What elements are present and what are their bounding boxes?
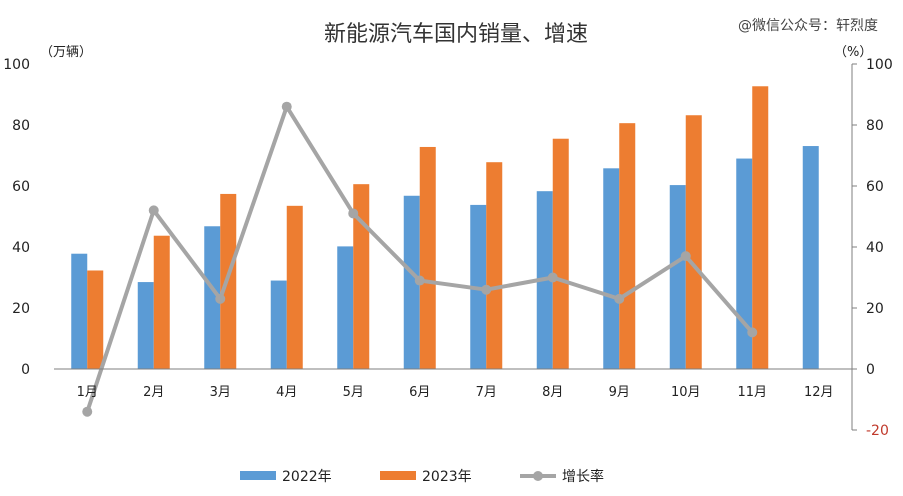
category-label: 7月 [476,385,497,400]
right-tick-label: 100 [866,57,893,73]
bar-2023年 [353,184,370,369]
bar-2022年 [270,280,287,369]
bar-2023年 [87,270,104,369]
legend-swatch-2022年 [240,471,276,480]
category-label: 3月 [210,385,231,400]
bar-2023年 [685,115,702,370]
category-label: 1月 [77,385,98,400]
bar-2022年 [137,282,154,369]
growth-point [614,293,625,304]
right-y-axis: -20 0 20 40 60 80 100 [851,57,893,439]
growth-line-group [82,101,758,417]
growth-point [281,101,292,112]
bar-series-group [71,86,819,370]
legend: 2022年 2023年 增长率 [240,468,604,485]
category-label: 10月 [671,385,701,400]
left-tick-label: 40 [12,240,30,256]
category-label: 11月 [737,385,767,400]
bar-2022年 [669,185,686,369]
right-tick-label: 20 [866,301,884,317]
watermark-text: @微信公众号：轩烈度 [738,18,878,34]
growth-point [481,284,492,295]
bar-2023年 [619,123,636,369]
legend-swatch-marker [533,471,543,481]
bar-2023年 [486,162,503,369]
right-tick-label: 40 [866,240,884,256]
right-axis-unit: （%） [834,45,872,60]
right-tick-label: 0 [866,362,875,378]
right-tick-label: 60 [866,179,884,195]
left-tick-label: 80 [12,118,30,134]
growth-point [148,205,159,216]
bar-2023年 [752,86,769,369]
bar-2023年 [153,235,170,369]
left-y-axis: 0 20 40 60 80 100 [3,57,30,378]
bar-2023年 [419,146,436,369]
left-axis-unit: （万辆） [40,45,92,60]
growth-point [747,327,758,338]
growth-point [215,293,226,304]
category-label: 5月 [343,385,364,400]
bar-2022年 [403,195,420,369]
left-tick-label: 0 [21,362,30,378]
growth-point [82,406,93,417]
growth-point [680,251,691,262]
legend-label: 2023年 [422,469,472,485]
category-label: 9月 [609,385,630,400]
legend-swatch-2023年 [380,471,416,480]
left-tick-label: 20 [12,301,30,317]
right-tick-label: -20 [866,423,889,439]
left-tick-label: 100 [3,57,30,73]
bar-2022年 [71,253,88,369]
chart-title: 新能源汽车国内销量、增速 [324,22,588,47]
category-label: 6月 [409,385,430,400]
category-label: 4月 [276,385,297,400]
category-label: 2月 [143,385,164,400]
category-label: 8月 [542,385,563,400]
category-label: 12月 [804,385,834,400]
bar-2022年 [802,146,819,369]
bar-2022年 [603,168,620,369]
legend-label: 2022年 [282,469,332,485]
growth-point [547,272,558,283]
growth-point [348,208,359,219]
legend-label: 增长率 [562,468,604,485]
bar-2023年 [552,138,569,369]
bar-2023年 [286,205,303,369]
bar-2022年 [337,246,354,369]
x-axis: 1月 2月 3月 4月 5月 6月 7月 8月 9月 10月 11月 12月 [54,368,852,400]
bar-2022年 [736,158,753,369]
left-tick-label: 60 [12,179,30,195]
right-tick-label: 80 [866,118,884,134]
bar-2022年 [204,226,221,369]
growth-point [414,275,425,286]
